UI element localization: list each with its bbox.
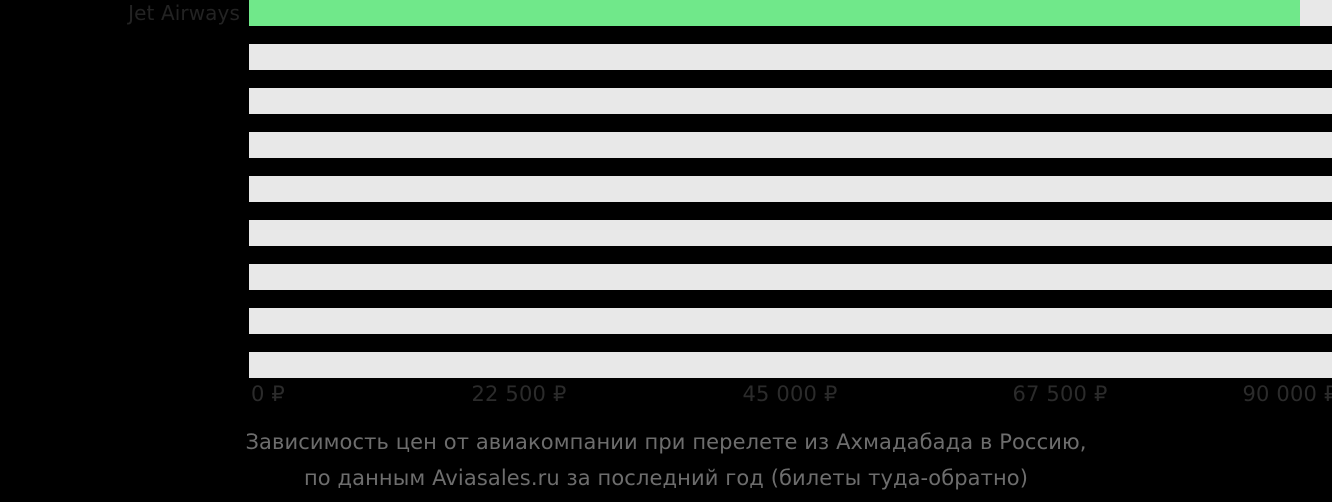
bar-track xyxy=(249,0,1332,26)
bar-row xyxy=(0,264,1332,308)
bar-track xyxy=(249,352,1332,378)
bar-track xyxy=(249,308,1332,334)
bar-track xyxy=(249,176,1332,202)
bar-track xyxy=(249,88,1332,114)
x-axis-tick-label: 67 500 ₽ xyxy=(1012,382,1108,406)
chart-caption: Зависимость цен от авиакомпании при пере… xyxy=(0,424,1332,496)
bar-fill xyxy=(249,0,1301,26)
bar-row xyxy=(0,308,1332,352)
bar-row xyxy=(0,176,1332,220)
bar-track xyxy=(249,220,1332,246)
x-axis-tick-label: 90 000 ₽ xyxy=(1242,382,1332,406)
caption-line-2: по данным Aviasales.ru за последний год … xyxy=(303,466,1029,490)
bar-row xyxy=(0,132,1332,176)
bar-row xyxy=(0,352,1332,396)
bar-track xyxy=(249,44,1332,70)
bar-row-label: Jet Airways xyxy=(128,1,240,25)
bar-row xyxy=(0,88,1332,132)
x-axis-tick-label: 45 000 ₽ xyxy=(742,382,838,406)
caption-line-1: Зависимость цен от авиакомпании при пере… xyxy=(245,430,1087,454)
bar-row xyxy=(0,220,1332,264)
x-axis-tick-label: 0 ₽ xyxy=(251,382,285,406)
bar-track xyxy=(249,264,1332,290)
bar-row xyxy=(0,44,1332,88)
x-axis: 0 ₽ 22 500 ₽ 45 000 ₽ 67 500 ₽ 90 000 ₽ xyxy=(0,378,1332,410)
chart-plot-area: Jet Airways xyxy=(0,0,1332,378)
bar-row: Jet Airways xyxy=(0,0,1332,44)
x-axis-tick-label: 22 500 ₽ xyxy=(471,382,567,406)
bar-track xyxy=(249,132,1332,158)
